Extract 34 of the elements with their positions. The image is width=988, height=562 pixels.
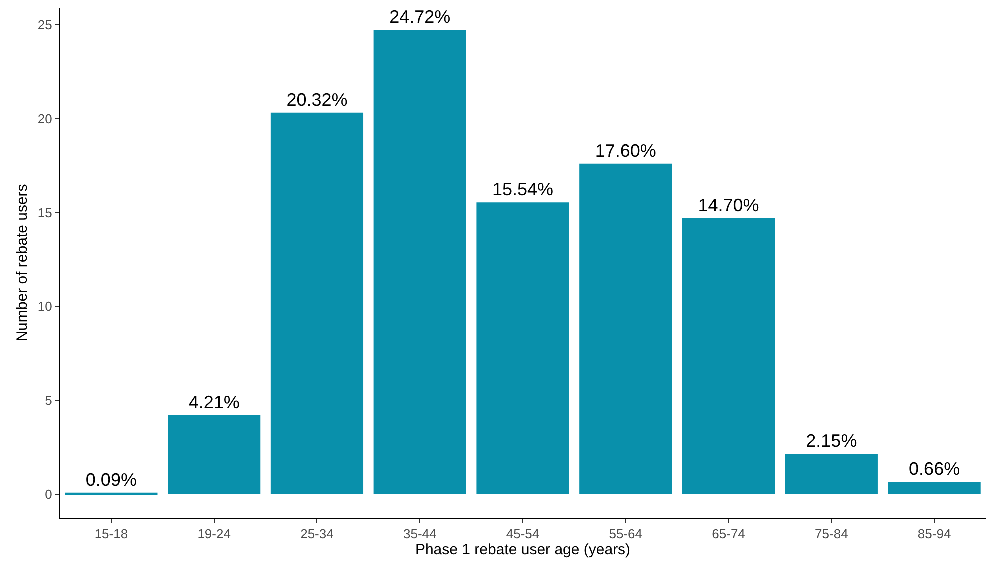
bar: [168, 415, 261, 495]
bar: [580, 164, 672, 495]
y-tick-label: 20: [38, 111, 52, 126]
bar: [270, 112, 364, 495]
x-tick-label: 25-34: [300, 526, 334, 542]
data-label: 2.15%: [806, 431, 858, 452]
x-tick-label: 19-24: [198, 526, 231, 542]
data-label: 4.21%: [188, 392, 240, 412]
bar: [888, 482, 981, 495]
x-tick-label: 85-94: [918, 526, 952, 542]
x-tick-label: 45-54: [506, 526, 540, 542]
data-label: 20.32%: [286, 90, 348, 110]
bar: [785, 454, 878, 495]
x-tick-label: 75-84: [815, 526, 848, 542]
y-tick-label: 25: [38, 17, 52, 32]
x-tick-label: 65-74: [712, 526, 746, 542]
bar: [682, 218, 776, 495]
y-tick-label: 10: [38, 299, 52, 314]
bar: [374, 30, 466, 495]
x-tick-label: 15-18: [94, 526, 128, 542]
x-tick-label: 35-44: [403, 526, 437, 542]
data-label: 24.72%: [390, 7, 451, 28]
data-label: 15.54%: [492, 180, 554, 200]
y-axis-title: Number of rebate users: [14, 184, 32, 342]
data-label: 17.60%: [595, 140, 656, 161]
data-label: 14.70%: [698, 195, 760, 216]
bar: [476, 202, 570, 495]
x-axis-title: Phase 1 rebate user age (years): [415, 542, 631, 559]
data-label: 0.09%: [86, 470, 137, 490]
data-label: 0.66%: [909, 459, 960, 480]
y-tick-label: 0: [45, 487, 52, 502]
y-tick-label: 15: [38, 205, 52, 220]
x-tick-label: 55-64: [609, 526, 643, 542]
y-tick-label: 5: [45, 393, 52, 408]
